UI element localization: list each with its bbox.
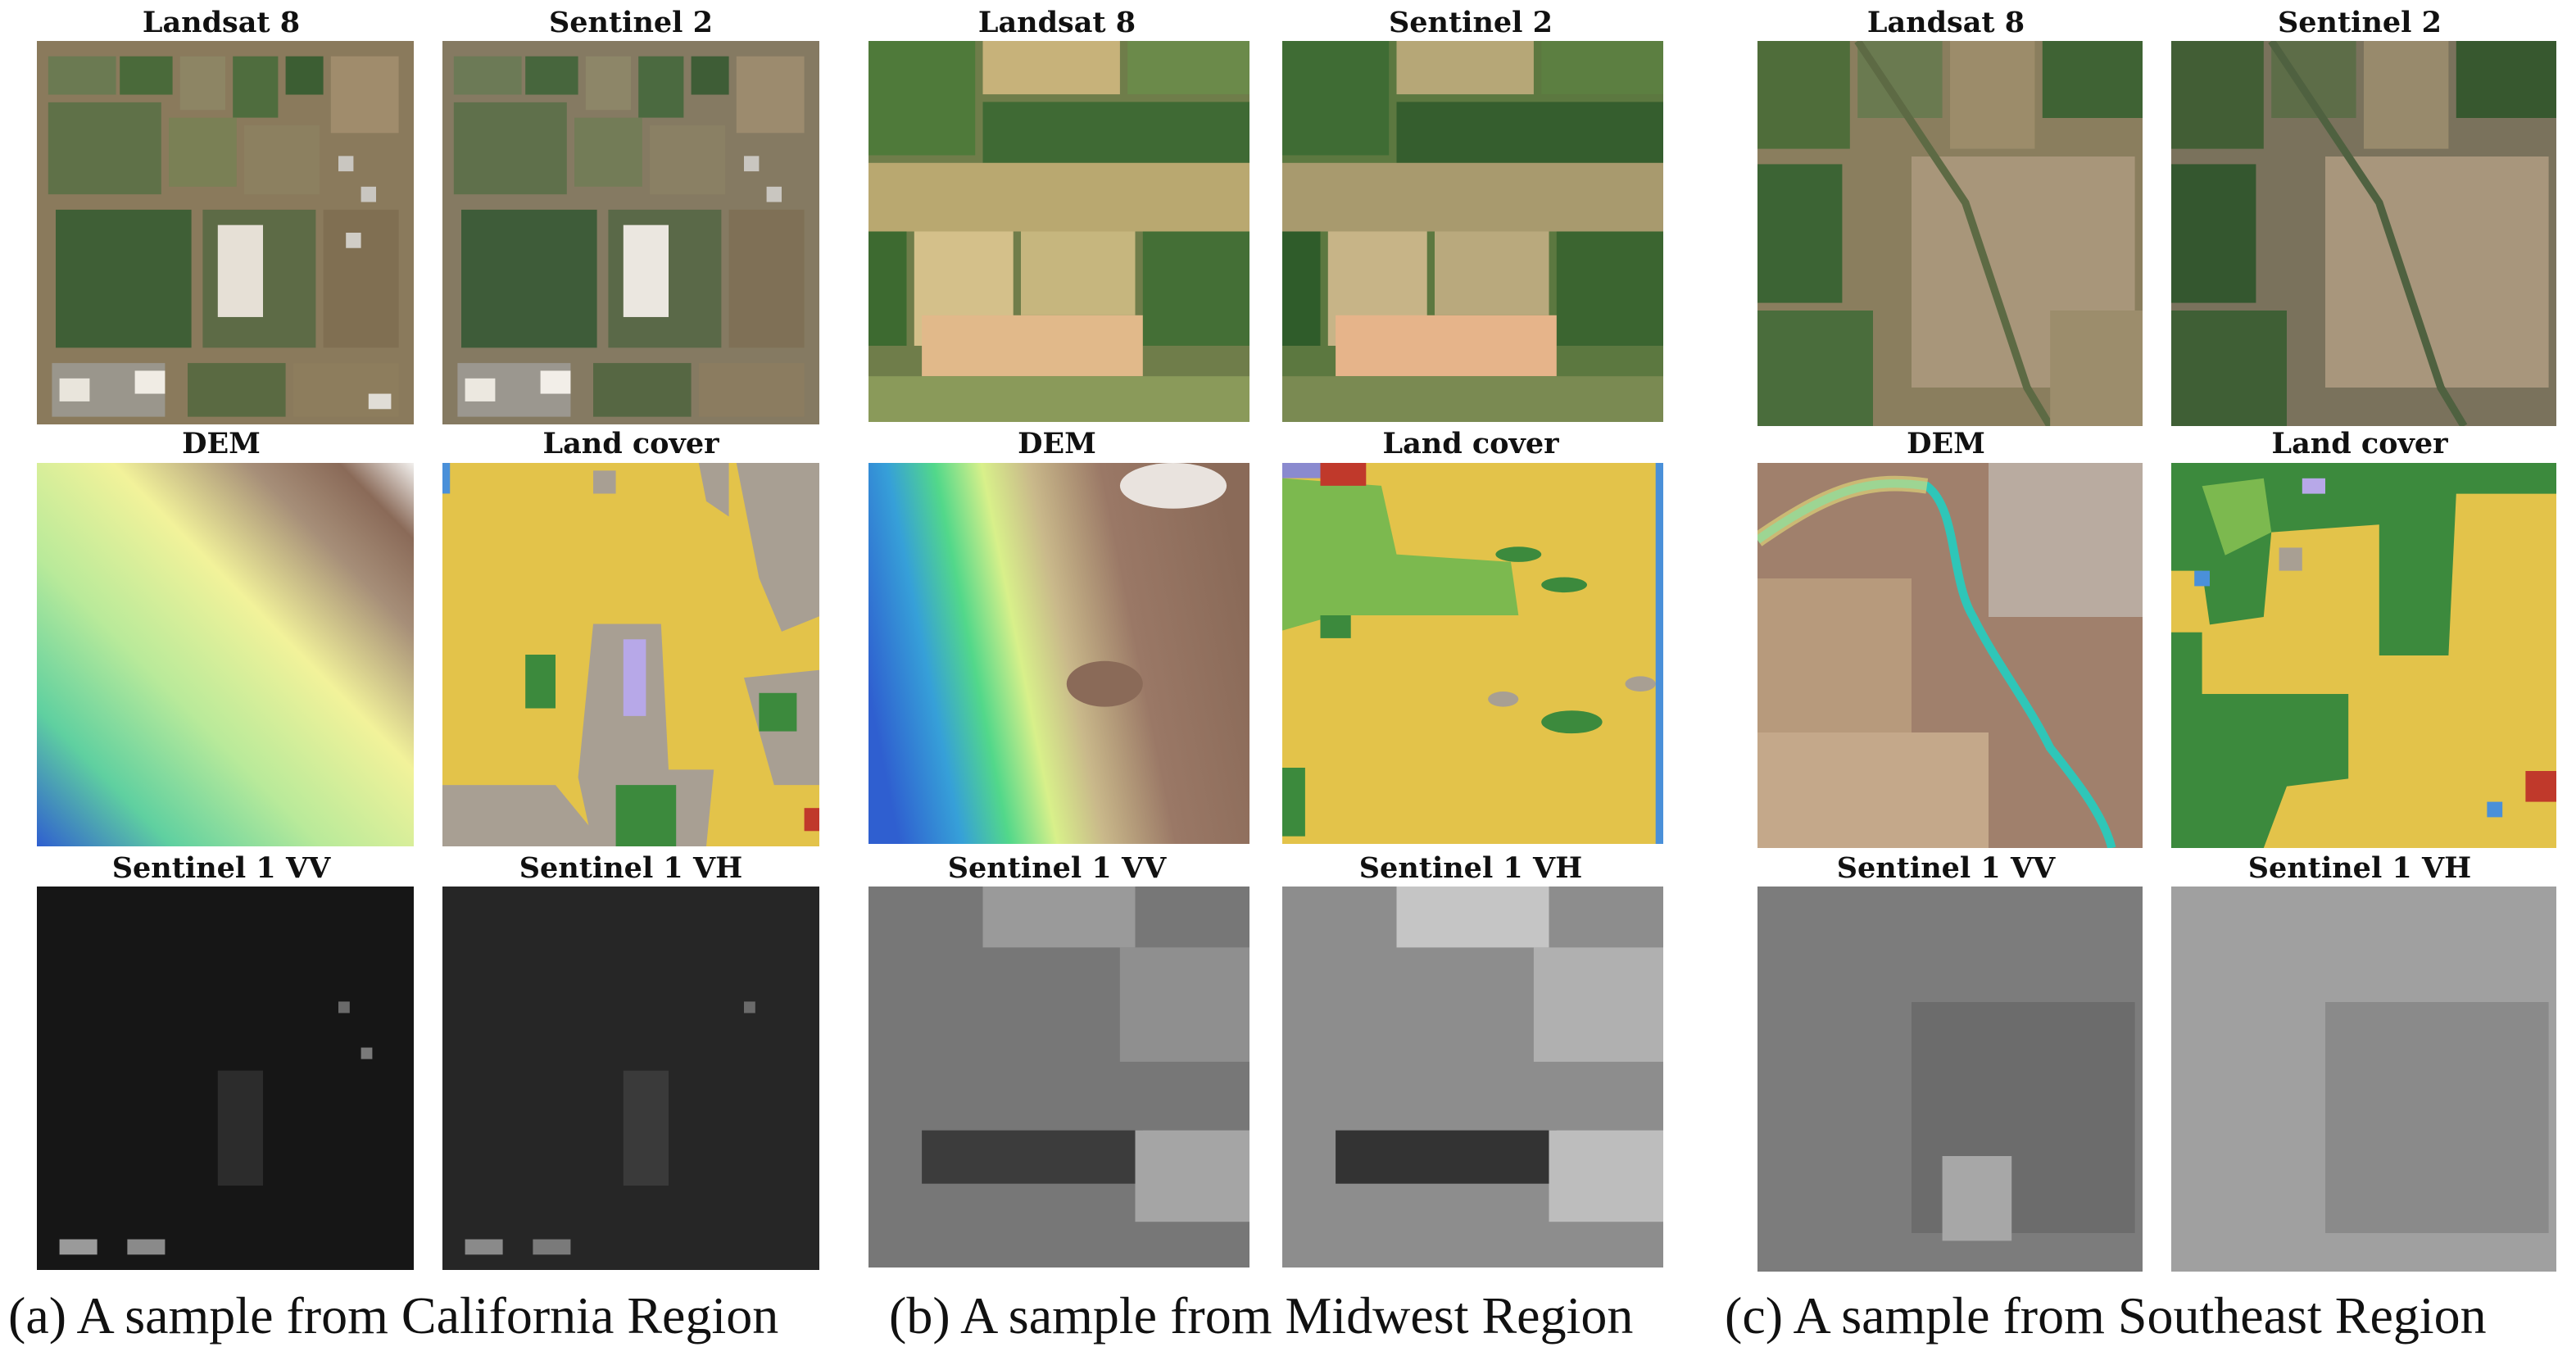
caption-midwest: (b) A sample from Midwest Region <box>889 1286 1634 1345</box>
dem-image-midwest <box>868 463 1249 844</box>
title-vv-california: Sentinel 1 VV <box>111 851 331 885</box>
vh-image-southeast <box>2171 887 2556 1272</box>
title-vh-california: Sentinel 1 VH <box>519 851 743 885</box>
landsat-image-midwest <box>868 41 1249 422</box>
title-sentinel2-california: Sentinel 2 <box>548 6 713 39</box>
title-vv-midwest: Sentinel 1 VV <box>947 851 1167 885</box>
vv-image-southeast <box>1757 887 2143 1272</box>
caption-california: (a) A sample from California Region <box>8 1286 779 1345</box>
title-landsat-southeast: Landsat 8 <box>1866 6 2025 39</box>
title-vh-southeast: Sentinel 1 VH <box>2247 851 2472 885</box>
title-vh-midwest: Sentinel 1 VH <box>1358 851 1583 885</box>
sentinel2-image-southeast <box>2171 41 2556 426</box>
title-dem-california: DEM <box>182 427 261 460</box>
title-vv-southeast: Sentinel 1 VV <box>1836 851 2056 885</box>
landcover-image-midwest <box>1282 463 1663 844</box>
title-landcover-midwest: Land cover <box>1382 427 1559 460</box>
title-landcover-california: Land cover <box>542 427 719 460</box>
landsat-image-southeast <box>1757 41 2143 426</box>
title-landsat-california: Landsat 8 <box>142 6 301 39</box>
vv-image-california <box>37 887 414 1270</box>
title-dem-midwest: DEM <box>1018 427 1096 460</box>
vv-image-midwest <box>868 887 1249 1268</box>
vh-image-midwest <box>1282 887 1663 1268</box>
dem-image-california <box>37 463 414 846</box>
vh-image-california <box>442 887 819 1270</box>
dem-image-southeast <box>1757 463 2143 848</box>
title-dem-southeast: DEM <box>1907 427 1985 460</box>
landcover-image-southeast <box>2171 463 2556 848</box>
caption-southeast: (c) A sample from Southeast Region <box>1725 1286 2487 1345</box>
title-landcover-southeast: Land cover <box>2271 427 2448 460</box>
sentinel2-image-california <box>442 41 819 424</box>
title-sentinel2-southeast: Sentinel 2 <box>2277 6 2442 39</box>
title-landsat-midwest: Landsat 8 <box>977 6 1136 39</box>
landcover-image-california <box>442 463 819 846</box>
title-sentinel2-midwest: Sentinel 2 <box>1388 6 1553 39</box>
landsat-image-california <box>37 41 414 424</box>
sentinel2-image-midwest <box>1282 41 1663 422</box>
